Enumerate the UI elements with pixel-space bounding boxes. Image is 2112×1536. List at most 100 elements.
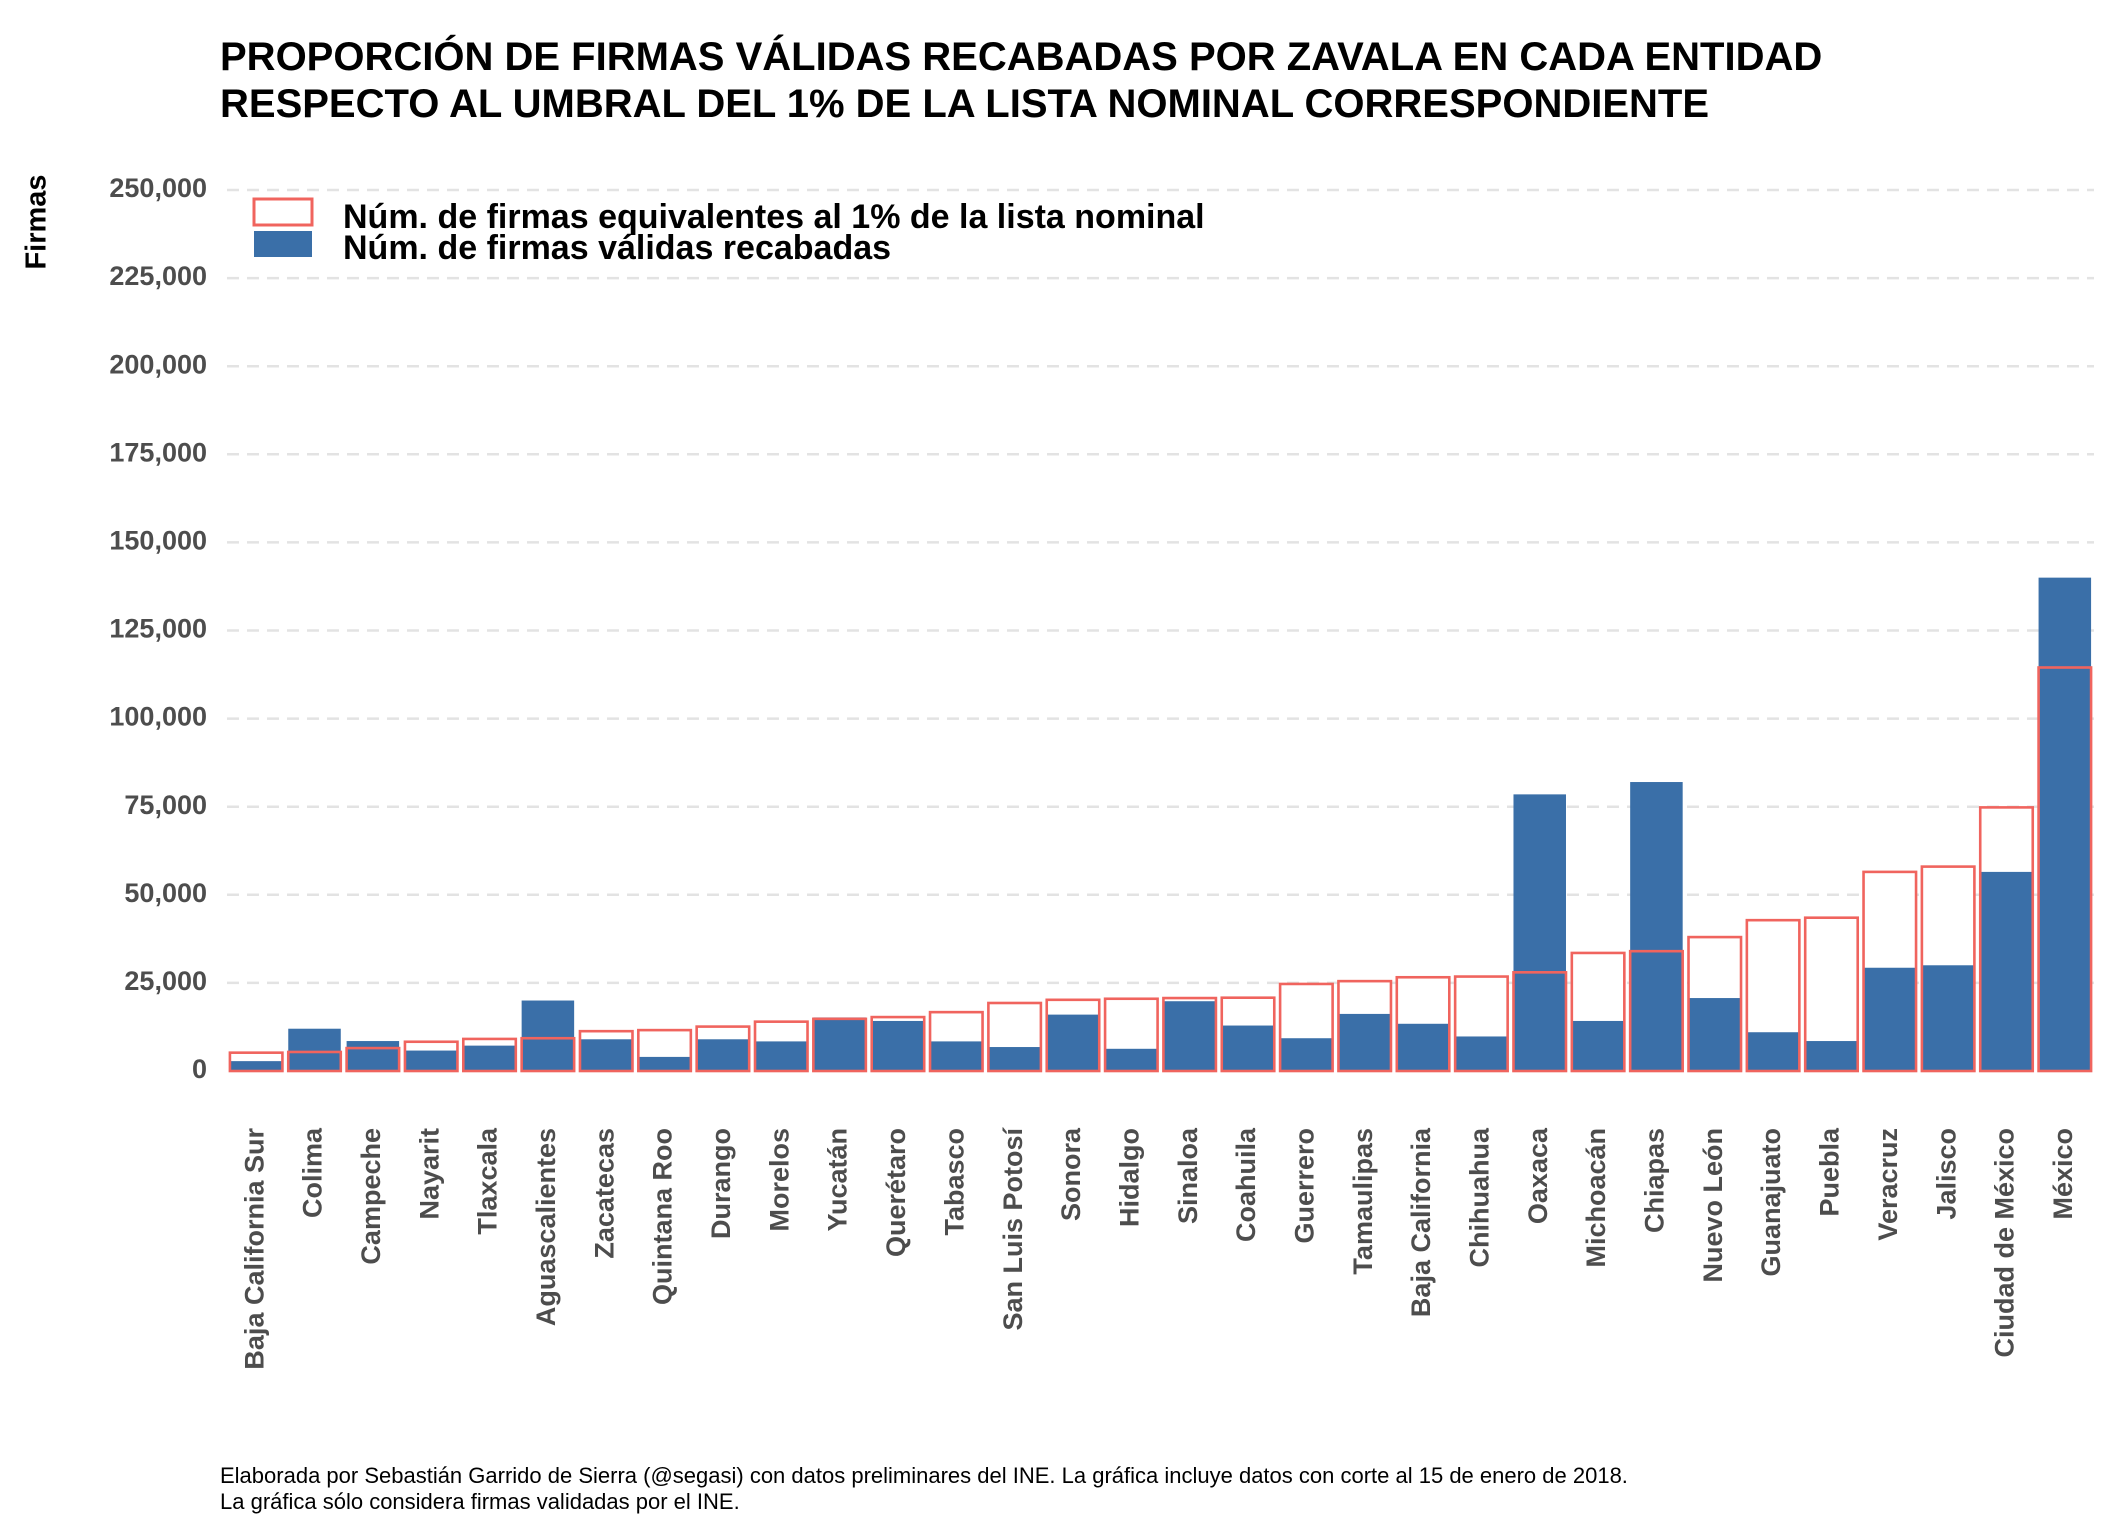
threshold-bar [928, 1010, 984, 1073]
valid-bar [229, 1061, 283, 1071]
x-category-label: Coahuila [1231, 1127, 1261, 1242]
legend-label-threshold: Núm. de firmas equivalentes al 1% de la … [343, 198, 1205, 236]
chart-title-line-2: RESPECTO AL UMBRAL DEL 1% DE LA LISTA NO… [220, 82, 1710, 126]
x-category-label: Quintana Roo [648, 1128, 678, 1305]
valid-bar [813, 1017, 866, 1071]
x-category-label: Durango [706, 1128, 736, 1239]
y-tick-label: 0 [192, 1054, 207, 1084]
threshold-bar [1045, 998, 1101, 1073]
y-tick-label: 50,000 [124, 878, 207, 908]
x-category-label: Nuevo León [1698, 1128, 1728, 1283]
legend: Núm. de firmas equivalentes al 1% de la … [252, 197, 1205, 267]
valid-bar [696, 1039, 750, 1071]
threshold-bar [578, 1029, 634, 1073]
y-axis-ticks: 0 25,000 50,000 75,000 100,000 125,000 150,000… [109, 173, 207, 1084]
x-category-label: Puebla [1815, 1127, 1845, 1217]
threshold-bar [637, 1028, 693, 1073]
y-tick-label: 225,000 [109, 261, 207, 291]
valid-signature-bars [229, 577, 2092, 1071]
valid-bar [1746, 1032, 1800, 1071]
valid-bar [1163, 1001, 1216, 1071]
threshold-bar [1395, 975, 1451, 1073]
threshold-bar [1570, 951, 1626, 1073]
threshold-bar [520, 1036, 576, 1073]
threshold-bar [345, 1046, 401, 1073]
y-tick-label: 175,000 [109, 437, 207, 467]
valid-bar [1455, 1036, 1508, 1071]
threshold-bar [695, 1025, 751, 1073]
threshold-bar [1337, 979, 1393, 1073]
valid-bar [1396, 1023, 1450, 1071]
x-category-label: Tlaxcala [473, 1127, 503, 1235]
threshold-bar [1103, 997, 1159, 1073]
caption-line-1: Elaborada por Sebastián Garrido de Sierr… [220, 1463, 1628, 1488]
x-category-label: Querétaro [881, 1128, 911, 1257]
threshold-outlines [228, 666, 2093, 1073]
y-tick-label: 75,000 [124, 790, 207, 820]
x-axis-category-labels: Baja California Sur Colima Campeche Nayarit… [239, 1127, 2078, 1370]
threshold-bar [1687, 935, 1743, 1073]
x-category-label: Nayarit [414, 1128, 444, 1220]
threshold-bar [2037, 666, 2093, 1073]
valid-bar [1338, 1013, 1391, 1071]
valid-bar [871, 1020, 925, 1071]
valid-bar [1980, 871, 2033, 1071]
threshold-bar [228, 1051, 284, 1073]
valid-bar [288, 1028, 341, 1071]
valid-bar [579, 1039, 633, 1071]
valid-bar [1630, 782, 1683, 1071]
x-category-label: Aguascalientes [531, 1128, 561, 1326]
valid-bar [1513, 794, 1566, 1071]
valid-bar [1280, 1038, 1333, 1071]
gridlines [227, 188, 2094, 985]
x-category-label: Sonora [1056, 1127, 1086, 1221]
threshold-bar [1453, 975, 1509, 1073]
threshold-bar [1278, 982, 1334, 1073]
x-category-label: Tabasco [939, 1128, 969, 1236]
y-tick-label: 200,000 [109, 349, 207, 379]
valid-bar [521, 1000, 575, 1071]
x-category-label: Chiapas [1640, 1128, 1670, 1233]
x-category-label: Veracruz [1873, 1128, 1903, 1241]
valid-bar [404, 1050, 458, 1071]
x-category-label: Baja California Sur [239, 1128, 269, 1370]
threshold-bar [286, 1050, 343, 1073]
legend-swatch-valid [254, 231, 312, 257]
valid-bar [930, 1041, 983, 1071]
valid-bar [1046, 1014, 1100, 1071]
threshold-bar [1920, 865, 1976, 1073]
valid-bar [1688, 998, 1742, 1071]
threshold-bar [812, 1017, 868, 1073]
x-category-label: Sinaloa [1173, 1127, 1203, 1224]
threshold-bar [1745, 918, 1801, 1073]
x-category-label: Tamaulipas [1348, 1128, 1378, 1275]
x-category-label: Chihuahua [1465, 1127, 1495, 1267]
valid-bar [1805, 1041, 1858, 1071]
threshold-bar [753, 1020, 809, 1073]
x-category-label: Guanajuato [1756, 1128, 1786, 1277]
x-category-label: Oaxaca [1523, 1127, 1553, 1224]
chart-caption: Elaborada por Sebastián Garrido de Sierr… [220, 1463, 1628, 1515]
valid-bar [988, 1047, 1041, 1071]
x-category-label: Guerrero [1289, 1128, 1319, 1244]
x-category-label: Michoacán [1581, 1128, 1611, 1268]
threshold-bar [870, 1015, 926, 1073]
threshold-bar [987, 1001, 1043, 1073]
threshold-bar [1978, 806, 2035, 1073]
valid-bar [2038, 577, 2092, 1071]
y-tick-label: 25,000 [124, 966, 207, 996]
x-category-label: Hidalgo [1114, 1128, 1144, 1227]
x-category-label: Campeche [356, 1128, 386, 1265]
x-category-label: Ciudad de México [1990, 1128, 2020, 1358]
threshold-bar [1803, 916, 1860, 1073]
x-category-label: Jalisco [1931, 1128, 1961, 1220]
threshold-bar [403, 1040, 459, 1073]
valid-bar [463, 1045, 516, 1071]
valid-bar [638, 1056, 691, 1071]
threshold-bars [229, 667, 2092, 1071]
y-tick-label: 250,000 [109, 173, 207, 203]
valid-bar [1921, 965, 1975, 1071]
y-axis-label: Firmas [21, 174, 53, 269]
valid-bar [1221, 1025, 1275, 1071]
